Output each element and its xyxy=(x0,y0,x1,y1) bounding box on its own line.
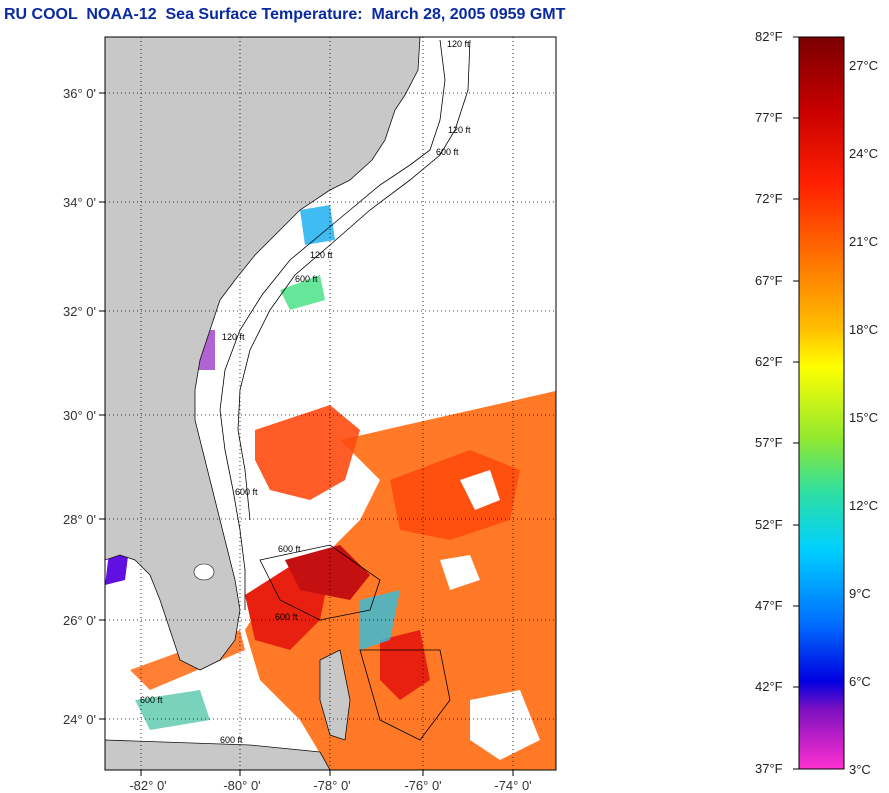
colorbar-c-label: 12°C xyxy=(849,498,879,513)
contour-label: 600 ft xyxy=(275,612,298,622)
colorbar-f-label: 72°F xyxy=(755,191,783,206)
contour-label: 600 ft xyxy=(140,695,163,705)
colorbar-f-label: 37°F xyxy=(755,761,783,776)
latitude-label: 24° 0' xyxy=(63,712,96,727)
contour-label: 600 ft xyxy=(220,735,243,745)
latitude-label: 26° 0' xyxy=(63,613,96,628)
colorbar-ticks xyxy=(793,36,799,770)
colorbar-f-label: 42°F xyxy=(755,679,783,694)
colorbar-c-label: 24°C xyxy=(849,146,879,161)
colorbar xyxy=(798,36,845,770)
contour-label: 600 ft xyxy=(235,487,258,497)
latitude-label: 34° 0' xyxy=(63,195,96,210)
contour-label: 120 ft xyxy=(448,125,471,135)
colorbar-f-label: 57°F xyxy=(755,435,783,450)
colorbar-c-label: 15°C xyxy=(849,410,879,425)
colorbar-c-label: 6°C xyxy=(849,674,871,689)
contour-label: 600 ft xyxy=(295,274,318,284)
longitude-label: -82° 0' xyxy=(129,778,166,793)
sst-data-layer xyxy=(105,205,556,770)
colorbar-f-label: 62°F xyxy=(755,354,783,369)
colorbar-c-label: 27°C xyxy=(849,58,879,73)
land-mass xyxy=(105,37,421,671)
contour-label: 120 ft xyxy=(310,250,333,260)
island xyxy=(319,649,351,741)
colorbar-f-label: 82°F xyxy=(755,29,783,44)
axis-ticks xyxy=(99,92,514,776)
longitude-label: -78° 0' xyxy=(313,778,350,793)
island xyxy=(105,739,331,770)
colorbar-f-label: 77°F xyxy=(755,110,783,125)
contour-label: 120 ft xyxy=(222,332,245,342)
longitude-label: -74° 0' xyxy=(494,778,531,793)
latitude-label: 30° 0' xyxy=(63,408,96,423)
contour-label: 120 ft xyxy=(447,39,470,49)
contour-label: 600 ft xyxy=(278,544,301,554)
page-title: RU COOL NOAA-12 Sea Surface Temperature:… xyxy=(4,6,566,23)
colorbar-c-label: 9°C xyxy=(849,586,871,601)
latitude-label: 32° 0' xyxy=(63,304,96,319)
latitude-label: 36° 0' xyxy=(63,86,96,101)
longitude-label: -76° 0' xyxy=(404,778,441,793)
colorbar-c-label: 21°C xyxy=(849,234,879,249)
longitude-label: -80° 0' xyxy=(223,778,260,793)
contour-label: 600 ft xyxy=(436,147,459,157)
colorbar-f-label: 52°F xyxy=(755,517,783,532)
latitude-label: 28° 0' xyxy=(63,512,96,527)
colorbar-c-label: 3°C xyxy=(849,762,871,777)
colorbar-f-label: 47°F xyxy=(755,598,783,613)
colorbar-c-label: 18°C xyxy=(849,322,879,337)
lake xyxy=(193,563,215,581)
colorbar-f-label: 67°F xyxy=(755,273,783,288)
